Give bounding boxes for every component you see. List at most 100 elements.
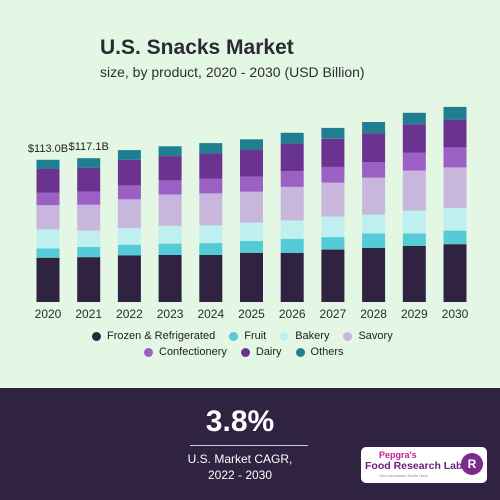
x-tick-label: 2021 [75,307,102,321]
bar-segment [36,159,60,169]
chart-subtitle: size, by product, 2020 - 2030 (USD Billi… [100,64,365,80]
chart-legend: Frozen & Refrigerated Fruit Bakery Savory C… [92,330,422,362]
logo-line2: Food Research Lab [365,460,463,472]
bar-segment [117,244,141,256]
legend-item: Frozen & Refrigerated [92,330,215,342]
bar-segment [443,230,467,245]
bar-segment [240,222,263,241]
legend-label: Fruit [244,330,267,342]
bar-segment [240,176,263,192]
legend-label: Frozen & Refrigerated [107,330,216,342]
bar-segment [36,257,60,302]
bar-segment [280,252,304,302]
bar-segment [158,225,182,244]
bar-segment [199,178,223,194]
bar-segment [280,132,304,144]
x-tick-label: 2028 [360,307,387,321]
bar-segment [402,170,426,211]
legend-item: Savory [343,330,393,342]
legend-item: Dairy [240,346,282,358]
logo: Pepgra's Food Research Lab Your innovati… [361,447,487,483]
bar-segment [240,149,263,177]
x-tick-label: 2030 [442,307,469,321]
legend-label: Savory [358,330,393,342]
legend-swatch [92,331,101,341]
data-label: $113.0B [28,143,68,155]
bar-segment [199,225,223,243]
bar-segment [36,229,60,249]
bar-segment [362,214,386,234]
legend-label: Bakery [295,330,330,342]
cagr-label-line2: 2022 - 2030 [207,468,273,482]
legend-row: Frozen & Refrigerated Fruit Bakery Savory [92,330,422,342]
bar-segment [362,162,386,178]
cagr-label: U.S. Market CAGR, 2022 - 2030 [0,451,490,483]
legend-swatch [343,331,353,341]
chart-panel: U.S. Snacks Market size, by product, 202… [0,0,500,388]
legend-item: Fruit [229,330,266,342]
bar-segment [240,139,263,150]
bar-segment [362,122,386,134]
legend-label: Confectionery [159,346,227,358]
bar-segment [158,194,182,226]
x-tick-label: 2025 [238,307,265,321]
bar-segment [362,133,386,162]
bar-segment [199,143,223,154]
bar-segment [240,191,263,223]
legend-swatch [144,347,153,357]
bar-segment [158,255,182,302]
bar-segment [199,243,223,255]
legend-swatch [229,331,239,341]
bar-segment [321,237,345,250]
bar-segment [402,245,426,302]
bar-segment [36,192,60,206]
bar-segment [199,255,223,302]
bar-segment [77,257,101,302]
bar-segment [77,158,101,168]
bar-segment [36,205,60,230]
bar-segment [280,171,304,187]
logo-line1: Pepgra's [379,450,417,460]
bar-segment [321,166,345,183]
bar-segment [280,220,304,239]
bar-segment [402,233,426,246]
cagr-divider [190,445,308,446]
bar-segment [321,216,345,238]
bar-segment [321,127,345,139]
bar-segment [77,230,101,247]
bar-segment [443,167,467,208]
bar-segment [117,150,141,160]
bar-segment [402,210,426,234]
bar-segment [362,247,386,302]
bar-segment [321,138,345,167]
chart-title: U.S. Snacks Market [100,36,294,59]
legend-swatch [280,331,290,341]
bar-segment [402,124,426,153]
bar-segment [240,252,263,302]
bar-segment [402,112,426,125]
bar-segment [117,255,141,302]
logo-badge-icon: R [461,453,483,475]
bar-segment [199,153,223,179]
x-tick-label: 2029 [401,307,428,321]
bar-segment [77,204,101,231]
bar-segment [280,186,304,221]
bar-segment [199,193,223,226]
stacked-bar-chart: 2020 2021 2022 2023 2024 2025 2026 2027 2028 2029… [28,106,469,321]
bar-segment [443,244,467,302]
bar-segment [117,227,141,245]
x-tick-label: 2026 [279,307,306,321]
bar-segment [158,180,182,195]
bar-segment [321,182,345,217]
bar-segment [280,238,304,253]
bar-segment [77,191,101,205]
data-label: $117.1B [69,141,109,153]
bar-segment [117,199,141,228]
bar-segment [36,169,60,193]
x-tick-label: 2020 [35,307,62,321]
bar-segment [36,248,60,258]
bar-segment [443,119,467,148]
cagr-panel: 3.8% U.S. Market CAGR, 2022 - 2030 Pepgr… [0,388,500,500]
bar-segment [362,177,386,215]
